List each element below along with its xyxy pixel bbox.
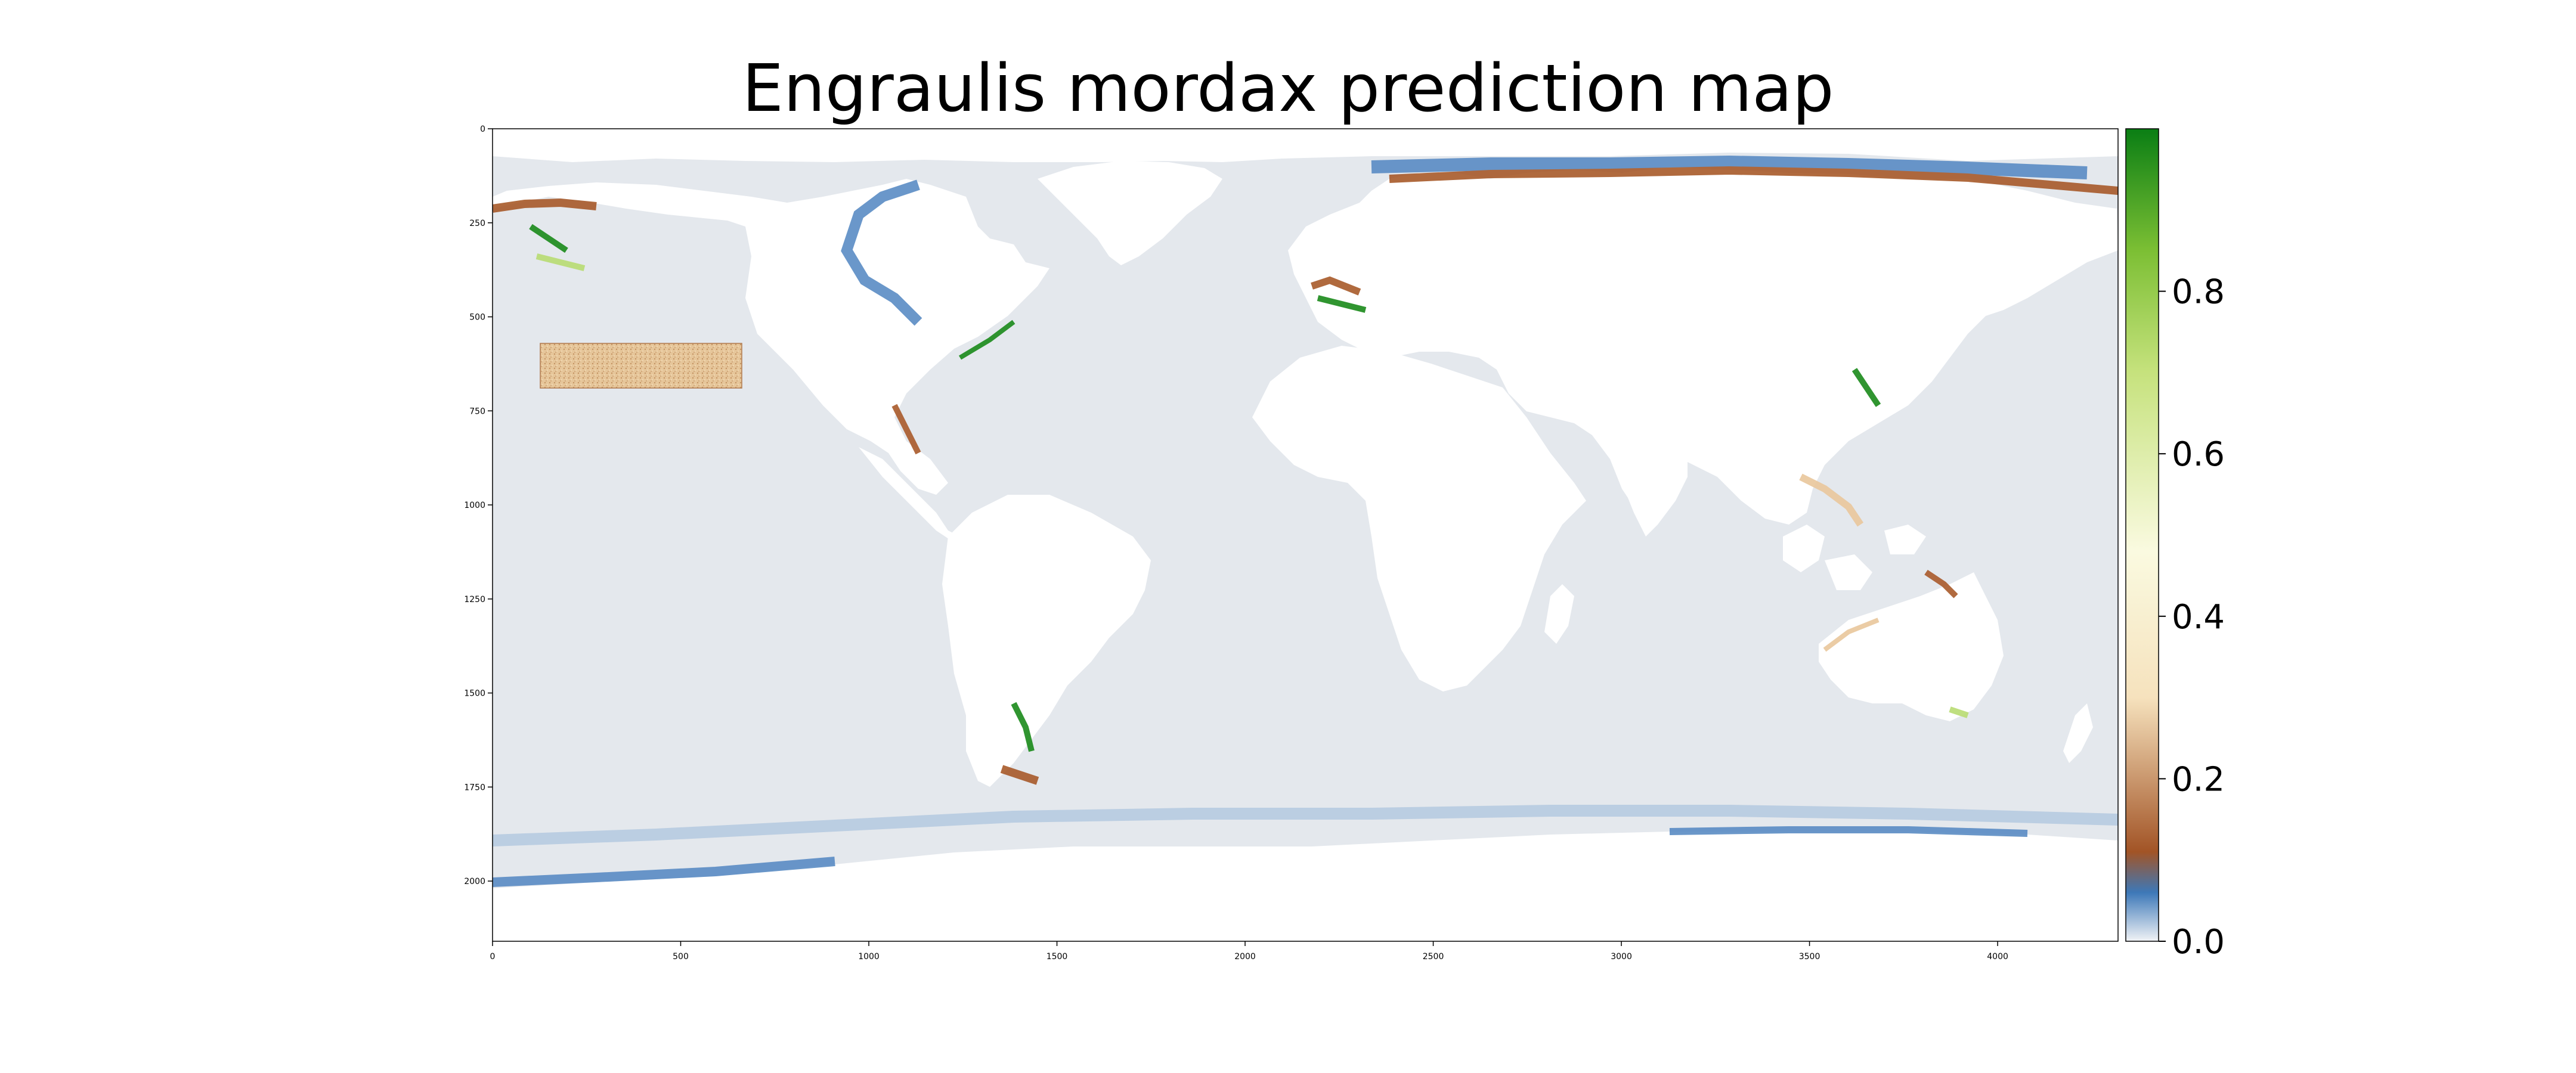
madagascar: [1544, 584, 1574, 644]
x-tick-label: 500: [673, 952, 689, 962]
australia: [1819, 572, 2004, 721]
y-tick-label: 2000: [464, 877, 485, 886]
x-tick-label: 0: [490, 952, 496, 962]
colorbar-tick-label: 0.0: [2172, 923, 2225, 962]
x-tick-label: 3000: [1611, 952, 1632, 962]
new-zealand: [2063, 703, 2093, 763]
y-tick-label: 250: [469, 219, 485, 228]
sampling-region-rect: [540, 343, 742, 389]
y-axis: 0 250 500 750 1000 1250 1500 1750 2000: [464, 125, 493, 886]
prediction-shading: [493, 155, 2118, 887]
x-tick-label: 1000: [858, 952, 880, 962]
colorbar-tick-label: 0.2: [2172, 760, 2225, 799]
eurasia: [1288, 167, 2118, 525]
x-tick-label: 4000: [1987, 952, 2008, 962]
southeast-asia: [1783, 525, 1926, 590]
india: [1622, 441, 1688, 536]
x-tick-label: 1500: [1046, 952, 1068, 962]
y-tick-label: 500: [469, 313, 485, 322]
y-tick-label: 750: [469, 407, 485, 416]
x-tick-label: 3500: [1799, 952, 1820, 962]
arctic-land: [493, 129, 2118, 162]
map-title: Engraulis mordax prediction map: [742, 50, 1834, 126]
y-tick-label: 1250: [464, 595, 485, 604]
colorbar-tick-label: 0.8: [2172, 273, 2225, 312]
colorbar-tick-label: 0.6: [2172, 435, 2225, 474]
colorbar: [2125, 128, 2159, 942]
x-axis: 0 500 1000 1500 2000 2500 3000 3500 4000: [490, 941, 2008, 962]
y-tick-label: 1000: [464, 501, 485, 510]
y-tick-label: 0: [480, 125, 485, 134]
colorbar-ticks: 0.0 0.2 0.4 0.6 0.8: [2159, 273, 2225, 962]
x-tick-label: 2000: [1234, 952, 1256, 962]
antarctica: [493, 832, 2118, 941]
map-frame: [492, 128, 2119, 942]
scandinavia: [1330, 191, 1437, 286]
x-tick-label: 2500: [1423, 952, 1444, 962]
south-america: [942, 495, 1151, 787]
map-panel: [493, 129, 2118, 941]
y-tick-label: 1750: [464, 783, 485, 792]
greenland: [1038, 161, 1222, 265]
colorbar-tick-label: 0.4: [2172, 598, 2225, 637]
north-america: [493, 179, 1049, 495]
y-tick-label: 1500: [464, 689, 485, 699]
central-america: [859, 447, 960, 542]
africa: [1252, 346, 1586, 691]
